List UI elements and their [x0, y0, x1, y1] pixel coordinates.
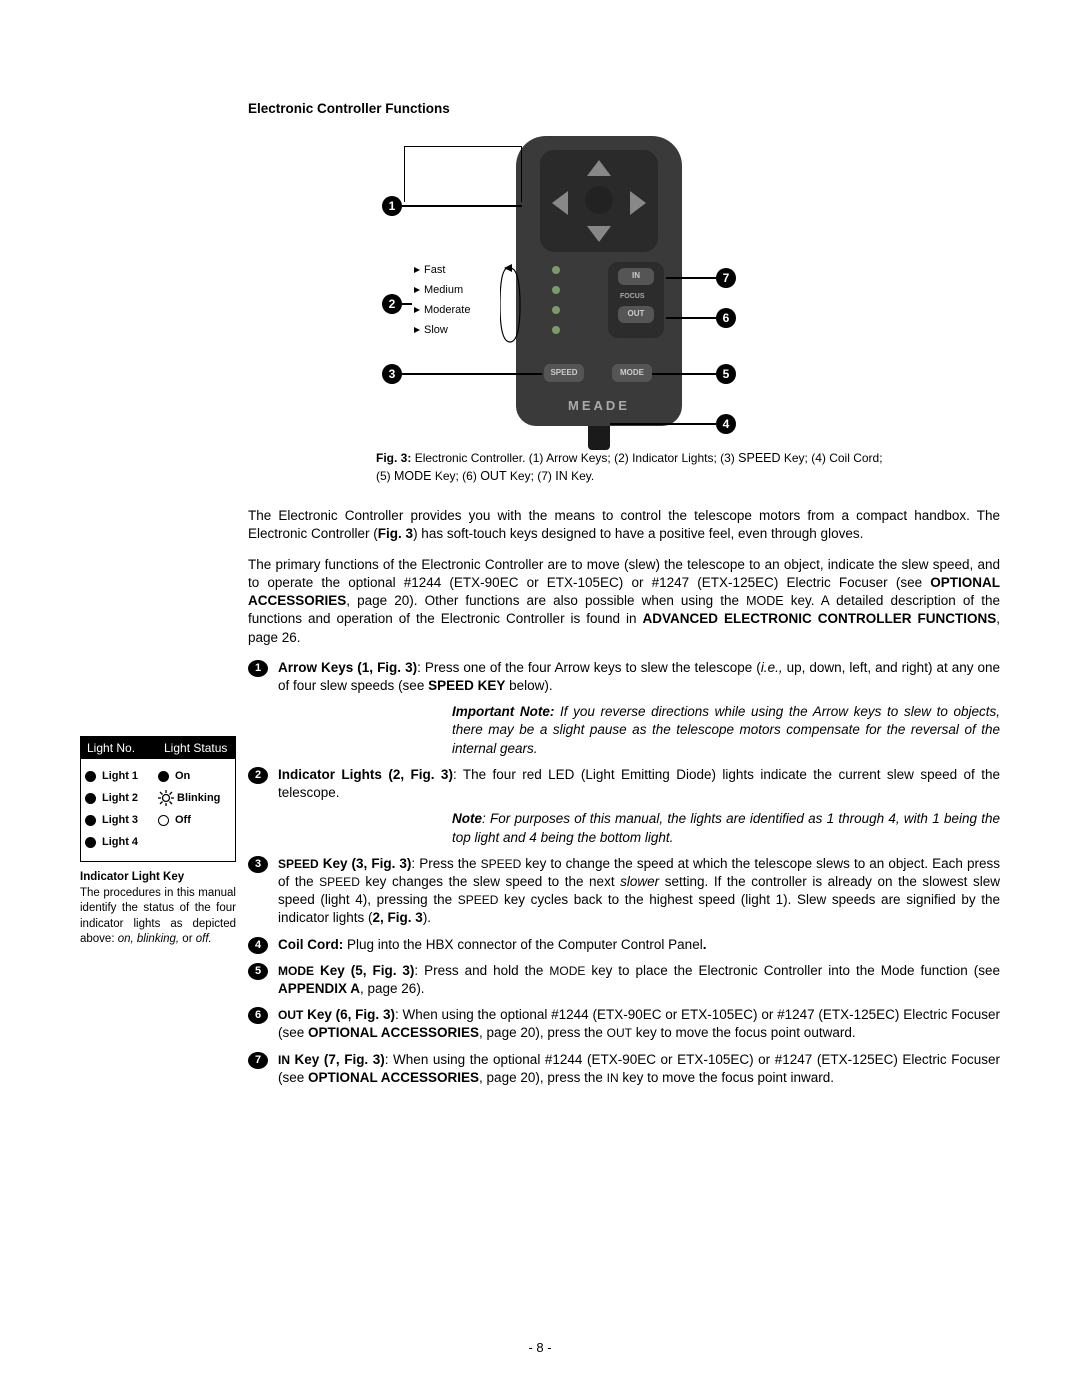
bullet-4-icon: 4	[248, 937, 268, 954]
dot-filled-icon	[85, 771, 96, 782]
item-5: 5 MODE Key (5, Fig. 3): Press and hold t…	[248, 962, 1000, 998]
item-7: 7 IN Key (7, Fig. 3): When using the opt…	[248, 1051, 1000, 1087]
focus-panel: IN FOCUS OUT	[608, 262, 664, 338]
key-table: Light No. Light Status Light 1 Light 2 L…	[80, 736, 236, 862]
arrow-right-icon	[630, 191, 646, 215]
callout-6: 6	[716, 308, 736, 328]
item-2: 2 Indicator Lights (2, Fig. 3): The four…	[248, 766, 1000, 802]
led-3	[552, 306, 560, 314]
row-light1: Light 1	[85, 765, 158, 787]
note-important: Important Note: If you reverse direction…	[452, 703, 1000, 758]
speed-slow: Slow	[414, 320, 510, 340]
note-lights: Note: For purposes of this manual, the l…	[452, 810, 1000, 846]
intro-paragraphs: The Electronic Controller provides you w…	[248, 507, 1000, 647]
row-off: Off	[158, 809, 231, 831]
callout-3: 3	[382, 364, 402, 384]
row-light2: Light 2	[85, 787, 158, 809]
bullet-3-icon: 3	[248, 856, 268, 873]
figure-caption: Fig. 3: Electronic Controller. (1) Arrow…	[376, 450, 896, 485]
row-light3: Light 3	[85, 809, 158, 831]
sun-icon	[158, 790, 174, 806]
callout-7: 7	[716, 268, 736, 288]
bullet-7-icon: 7	[248, 1052, 268, 1069]
led-2	[552, 286, 560, 294]
indicator-light-key: Light No. Light Status Light 1 Light 2 L…	[80, 736, 236, 948]
brand-label: MEADE	[516, 397, 682, 415]
arrow-up-icon	[587, 160, 611, 176]
arrow-down-icon	[587, 226, 611, 242]
controller-body: IN FOCUS OUT SPEED MODE MEADE	[516, 136, 682, 426]
callout-1-box	[404, 146, 522, 202]
cycle-arrow-icon	[500, 262, 522, 348]
callout-4: 4	[716, 414, 736, 434]
dot-filled-icon	[158, 771, 169, 782]
out-button: OUT	[618, 306, 654, 323]
para-2: The primary functions of the Electronic …	[248, 556, 1000, 647]
dot-filled-icon	[85, 815, 96, 826]
dpad	[540, 150, 658, 252]
controller-diagram: IN FOCUS OUT SPEED MODE MEADE Fast Mediu…	[376, 136, 896, 446]
row-light4: Light 4	[85, 831, 158, 853]
section-heading: Electronic Controller Functions	[248, 100, 1000, 118]
item-1: 1 Arrow Keys (1, Fig. 3): Press one of t…	[248, 659, 1000, 695]
figure-3: IN FOCUS OUT SPEED MODE MEADE Fast Mediu…	[248, 136, 1000, 485]
callout-2: 2	[382, 294, 402, 314]
key-col-no: Light 1 Light 2 Light 3 Light 4	[85, 765, 158, 853]
item-3: 3 SPEED Key (3, Fig. 3): Press the SPEED…	[248, 855, 1000, 928]
in-button: IN	[618, 268, 654, 285]
speed-medium: Medium	[414, 280, 510, 300]
led-1	[552, 266, 560, 274]
sidebar-caption: Indicator Light Key The procedures in th…	[80, 870, 236, 948]
focus-label: FOCUS	[620, 292, 645, 301]
key-header: Light No. Light Status	[81, 737, 235, 759]
speed-button: SPEED	[544, 364, 584, 382]
bullet-1-icon: 1	[248, 660, 268, 677]
bullet-2-icon: 2	[248, 767, 268, 784]
para-1: The Electronic Controller provides you w…	[248, 507, 1000, 543]
arrow-left-icon	[552, 191, 568, 215]
dot-filled-icon	[85, 837, 96, 848]
callout-5: 5	[716, 364, 736, 384]
page-number: - 8 -	[0, 1339, 1080, 1357]
bullet-5-icon: 5	[248, 963, 268, 980]
bullet-6-icon: 6	[248, 1007, 268, 1024]
dot-filled-icon	[85, 793, 96, 804]
item-6: 6 OUT Key (6, Fig. 3): When using the op…	[248, 1006, 1000, 1042]
speed-moderate: Moderate	[414, 300, 510, 320]
hdr-light-status: Light Status	[158, 737, 235, 759]
numbered-list: 1 Arrow Keys (1, Fig. 3): Press one of t…	[248, 659, 1000, 1087]
key-col-status: On Blinking Off	[158, 765, 231, 853]
row-blinking: Blinking	[158, 787, 231, 809]
speed-fast: Fast	[414, 260, 510, 280]
dot-open-icon	[158, 815, 169, 826]
row-on: On	[158, 765, 231, 787]
speed-labels: Fast Medium Moderate Slow	[414, 260, 510, 340]
dpad-center	[585, 186, 613, 214]
item-4: 4 Coil Cord: Plug into the HBX connector…	[248, 936, 1000, 954]
mode-button: MODE	[612, 364, 652, 382]
led-4	[552, 326, 560, 334]
hdr-light-no: Light No.	[81, 737, 158, 759]
callout-1: 1	[382, 196, 402, 216]
